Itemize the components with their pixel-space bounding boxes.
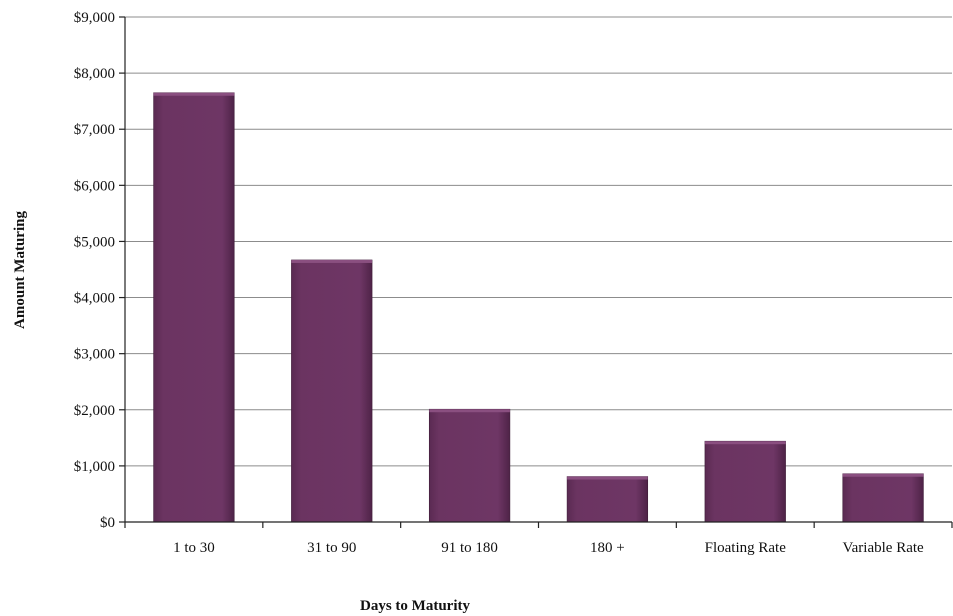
x-tick-label: Floating Rate	[705, 540, 787, 556]
y-tick-label: $5,000	[74, 234, 115, 250]
bar	[704, 440, 786, 523]
bar	[291, 259, 373, 523]
bar-top-edge	[429, 409, 510, 413]
x-tick-label: 31 to 90	[307, 540, 356, 556]
x-axis-title: Days to Maturity	[360, 598, 470, 614]
y-tick-label: $7,000	[74, 122, 115, 138]
gridlines	[125, 16, 952, 467]
bar	[842, 473, 924, 523]
x-tick-label: 1 to 30	[173, 540, 215, 556]
y-axis-title: Amount Maturing	[12, 211, 28, 329]
y-tick-label: $1,000	[74, 459, 115, 475]
y-tick-label: $0	[100, 515, 115, 531]
bar-top-edge	[567, 476, 648, 480]
bar-top-edge	[153, 92, 235, 96]
y-tick-labels: $0 $1,000 $2,000 $3,000 $4,000 $5,000 $6,000 $7…	[74, 10, 115, 531]
y-tick-label: $2,000	[74, 403, 115, 419]
y-tick-label: $3,000	[74, 347, 115, 363]
bar-top-edge	[842, 473, 924, 477]
bar	[566, 476, 649, 523]
x-tick-labels: 1 to 30 31 to 90 91 to 180 180 + Floating Ra…	[173, 540, 924, 556]
bar	[153, 92, 235, 523]
x-tick-label: 91 to 180	[441, 540, 498, 556]
bar	[428, 408, 511, 523]
y-tick-label: $9,000	[74, 10, 115, 26]
y-tick-label: $4,000	[74, 291, 115, 307]
x-tick-label: Variable Rate	[842, 540, 924, 556]
y-tick-label: $6,000	[74, 178, 115, 194]
bars	[153, 92, 924, 523]
bar-top-edge	[291, 259, 373, 263]
x-tick-label: 180 +	[590, 540, 625, 556]
y-tick-label: $8,000	[74, 66, 115, 82]
bar-top-edge	[704, 441, 786, 445]
axes	[119, 16, 953, 528]
